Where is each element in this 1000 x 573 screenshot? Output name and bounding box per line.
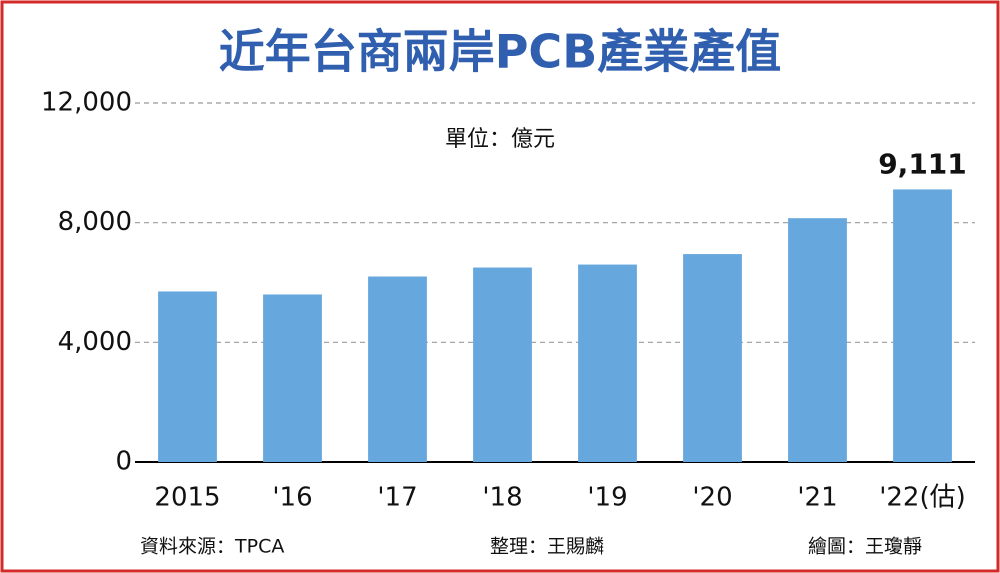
x-tick-label: '18: [482, 483, 522, 513]
x-tick-label: 2015: [154, 483, 220, 513]
y-tick-label: 8,000: [58, 207, 132, 237]
bar: [893, 189, 952, 462]
x-tick-label: '20: [692, 483, 732, 513]
bar: [683, 254, 742, 462]
bar: [473, 267, 532, 462]
unit-label: 單位：億元: [445, 127, 555, 152]
bar: [578, 264, 637, 462]
x-tick-label: '17: [377, 483, 417, 513]
chart-title: 近年台商兩岸PCB產業產值: [219, 25, 782, 79]
artist-note: 繪圖：王瓊靜: [808, 536, 922, 558]
x-tick-label: '21: [797, 483, 837, 513]
y-tick-label: 0: [115, 447, 132, 477]
value-label: 9,111: [878, 147, 967, 180]
y-tick-label: 12,000: [41, 88, 132, 118]
y-tick-label: 4,000: [58, 327, 132, 357]
bar: [158, 291, 217, 462]
x-tick-label: '22(估): [879, 483, 966, 513]
x-tick-label: '19: [587, 483, 627, 513]
source-note: 資料來源：TPCA: [140, 536, 284, 558]
x-tick-label: '16: [272, 483, 312, 513]
bar: [368, 276, 427, 462]
editor-note: 整理：王賜麟: [490, 536, 604, 558]
bar: [788, 218, 847, 462]
bar: [263, 294, 322, 462]
